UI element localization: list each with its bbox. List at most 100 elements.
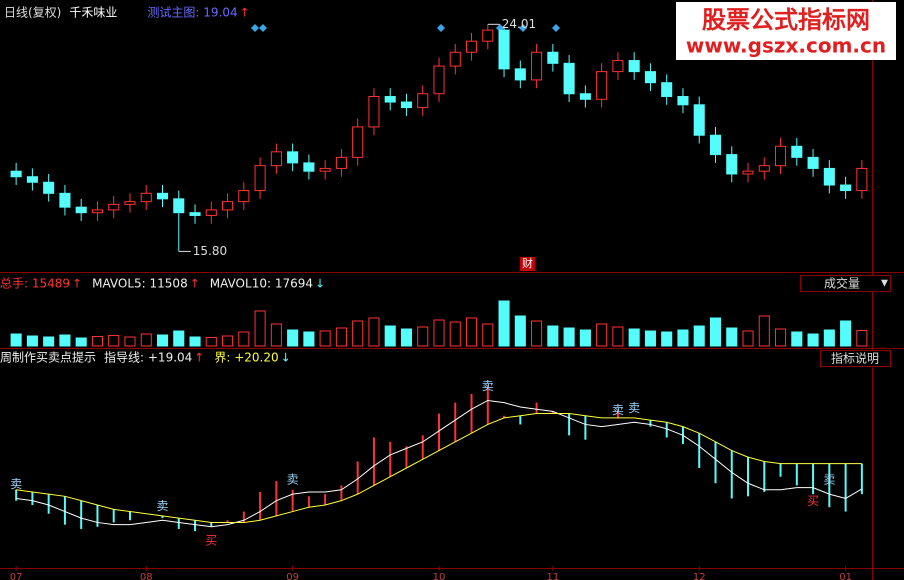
candle-body <box>807 156 819 169</box>
candle-body <box>156 192 169 200</box>
candle-body <box>238 190 250 203</box>
candle-body <box>726 154 738 175</box>
header-text: ↑ <box>240 6 250 20</box>
volume-bar <box>417 326 429 347</box>
volume-bar <box>856 330 868 347</box>
candle-body <box>303 162 315 172</box>
diamond <box>251 24 560 32</box>
volume-bar <box>270 323 282 347</box>
event-box <box>520 257 535 271</box>
candle-body <box>856 167 868 192</box>
candle-body <box>547 51 559 64</box>
candle-body <box>433 65 445 95</box>
signal: 卖 <box>287 473 299 487</box>
x-tick-label: 09 <box>286 572 299 580</box>
candle-body <box>612 60 624 73</box>
candle-body <box>189 212 201 216</box>
help-box[interactable] <box>820 350 891 367</box>
candle-body <box>531 51 543 81</box>
candle-body <box>465 40 478 53</box>
x-tick-label: 11 <box>546 572 559 580</box>
candle-body <box>840 184 852 192</box>
volume-bar <box>758 315 770 347</box>
volume-bar <box>26 335 38 347</box>
volume-bar <box>43 336 55 347</box>
volume-bar <box>579 329 591 347</box>
header-text: MAVOL10: 17694 <box>210 277 313 291</box>
max-label: 24.01 <box>502 17 536 31</box>
volume-bar <box>303 331 315 347</box>
x-tick-label: 12 <box>693 572 706 580</box>
volume-bar <box>156 334 169 347</box>
candle-body <box>417 93 429 109</box>
candle-body <box>498 29 510 70</box>
volume-bar <box>173 330 185 347</box>
candle-body <box>791 145 803 158</box>
volume-bar <box>319 330 331 347</box>
header-text: 界: +20.20 <box>214 351 278 365</box>
volume-bar <box>661 331 673 347</box>
candle-body <box>108 203 120 211</box>
signal: 买 <box>807 494 819 508</box>
min-label: 15.80 <box>193 244 227 258</box>
volume-bar <box>823 329 835 347</box>
volume-bar <box>124 336 136 347</box>
candle-body <box>43 181 55 194</box>
candle-body <box>91 209 103 214</box>
indicator-line <box>16 399 863 528</box>
dropdown-arrow[interactable]: ▼ <box>881 279 888 289</box>
candle-body <box>140 192 152 203</box>
selector-box[interactable] <box>800 275 891 292</box>
header-text: ↑ <box>194 351 204 365</box>
volume-bar <box>644 330 656 347</box>
candle-body <box>335 156 347 169</box>
volume-bar <box>775 328 787 347</box>
volume-bar <box>254 310 266 347</box>
volume-bar <box>75 337 87 347</box>
selector[interactable]: 成交量 <box>824 276 860 291</box>
candle-body <box>758 165 770 172</box>
signal: 卖 <box>157 499 169 513</box>
x-tick-label: 01 <box>839 572 852 580</box>
candle-body <box>579 93 591 100</box>
volume-bar <box>840 320 852 347</box>
candle-body <box>563 62 575 95</box>
volume-bar <box>287 329 299 347</box>
watermark-title: 股票公式指标网 <box>702 6 870 34</box>
volume-bar <box>368 317 380 347</box>
x-tick-label: 10 <box>433 572 446 580</box>
candle-body <box>449 51 461 67</box>
header-text: ↑ <box>72 277 82 291</box>
volume-bar <box>742 330 754 347</box>
candle-body <box>677 96 689 106</box>
help[interactable]: 指标说明 <box>831 351 879 366</box>
volume-bar <box>189 336 201 347</box>
candle-body <box>628 60 640 73</box>
signal: 卖 <box>612 403 624 417</box>
header-text: 总手: 15489 <box>0 277 70 291</box>
candle-body <box>384 96 396 103</box>
volume-bar <box>384 325 396 347</box>
candle-body <box>319 167 331 172</box>
volume-bar <box>791 331 803 347</box>
volume-bar <box>612 326 624 347</box>
volume-bar <box>807 333 819 347</box>
candle-body <box>205 209 217 216</box>
watermark-url: www.gszx.com.cn <box>686 34 886 58</box>
candle-body <box>709 134 722 156</box>
candle-body <box>514 68 526 81</box>
event-diamonds <box>251 24 560 32</box>
event-label: 财 <box>522 256 533 270</box>
volume-bar <box>205 337 217 347</box>
volume-bar <box>433 319 445 347</box>
volume-bar <box>59 334 71 347</box>
candle-body <box>26 176 38 183</box>
volume-bar <box>108 335 120 347</box>
candle-body <box>400 101 413 109</box>
candle-body <box>742 170 754 175</box>
candle-body <box>222 201 234 211</box>
header-text: 千禾味业 <box>69 6 117 20</box>
volume-bar <box>677 329 689 347</box>
volume-bar <box>498 300 510 347</box>
